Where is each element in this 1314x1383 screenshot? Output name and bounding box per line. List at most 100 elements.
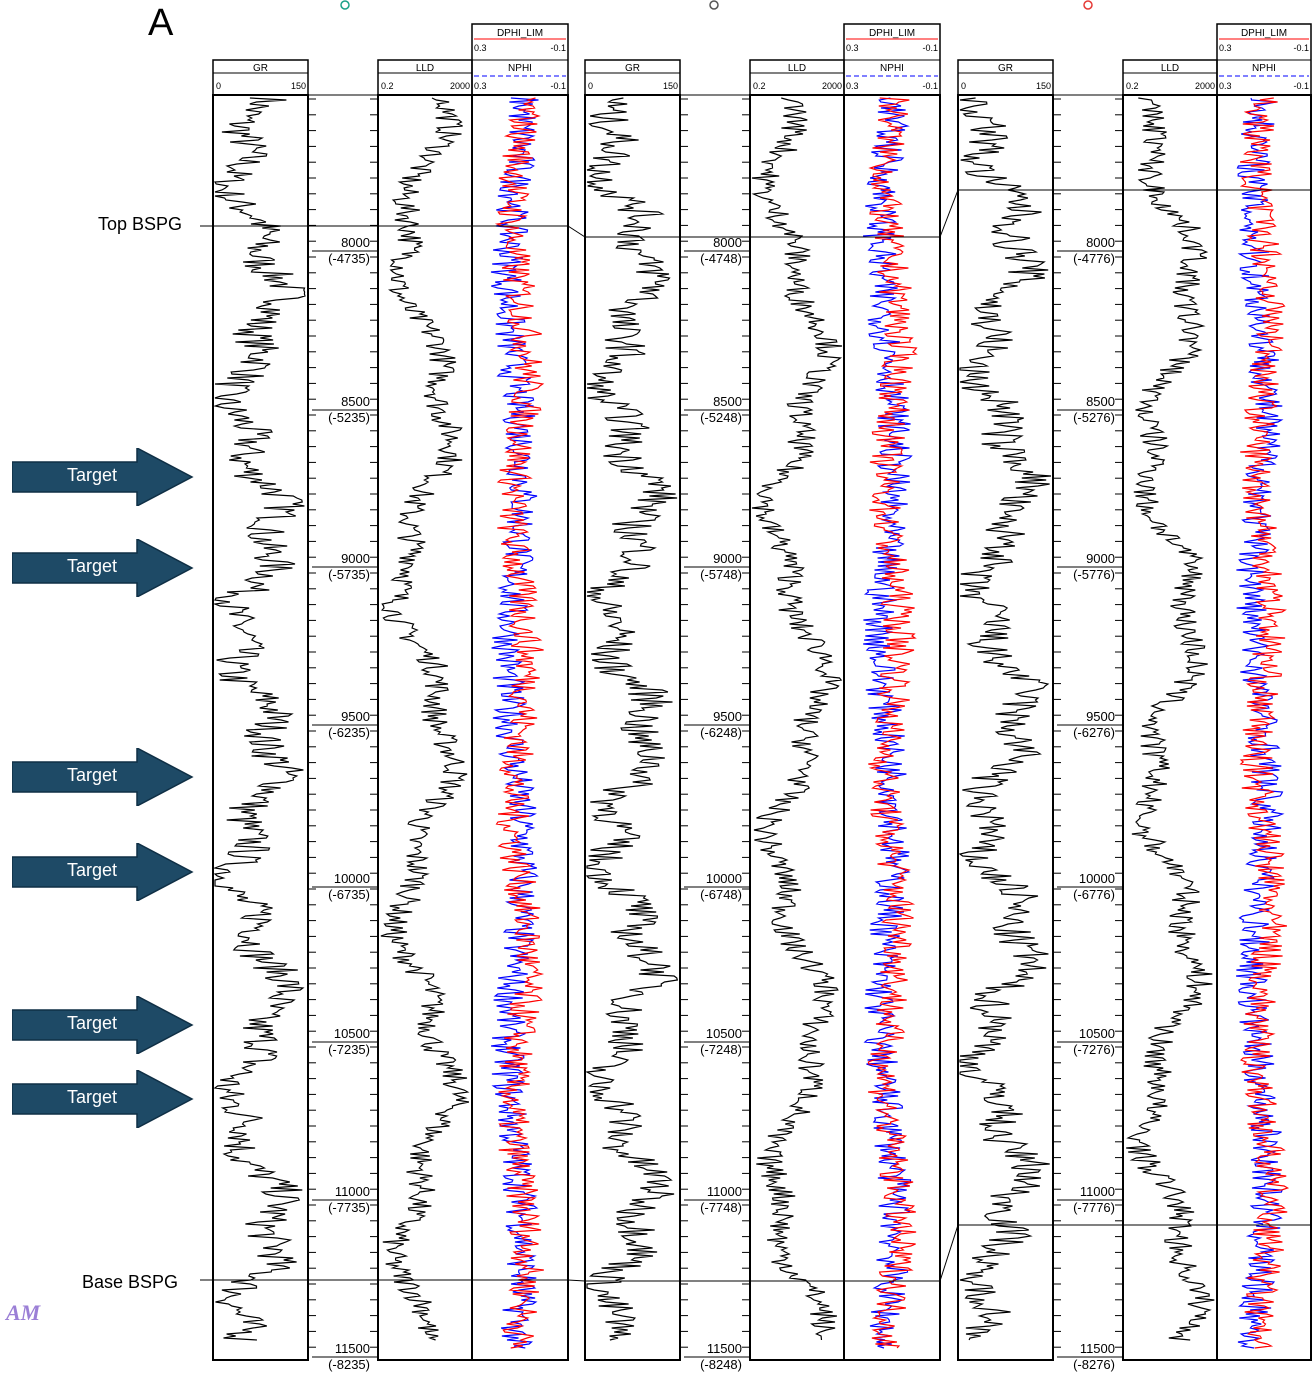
gr-scale-min: 0 bbox=[216, 81, 221, 91]
dphi-scale-max: -0.1 bbox=[922, 43, 938, 53]
nphi-scale-max: -0.1 bbox=[550, 81, 566, 91]
well-symbol-icon bbox=[1083, 0, 1093, 10]
md-depth-label: 8000 bbox=[1086, 235, 1115, 250]
tvdss-depth-label: (-6776) bbox=[1073, 887, 1115, 902]
tvdss-depth-label: (-5235) bbox=[328, 410, 370, 425]
lld-curve-name: LLD bbox=[788, 63, 806, 74]
target-arrow-label: Target bbox=[66, 556, 118, 576]
md-depth-label: 8500 bbox=[341, 394, 370, 409]
gr-track bbox=[212, 94, 309, 1361]
dphi-scale-min: 0.3 bbox=[474, 43, 487, 53]
gr-curve-name: GR bbox=[625, 63, 640, 74]
tvdss-depth-label: (-6235) bbox=[328, 725, 370, 740]
dphi-scale-max: -0.1 bbox=[1293, 43, 1309, 53]
lld-scale-max: 2000 bbox=[1195, 81, 1215, 91]
md-depth-label: 10500 bbox=[334, 1026, 370, 1041]
lld-scale-min: 0.2 bbox=[753, 81, 766, 91]
tvdss-depth-label: (-6748) bbox=[700, 887, 742, 902]
nphi-curve-name: NPHI bbox=[1252, 63, 1276, 74]
target-arrow-label: Target bbox=[66, 765, 118, 785]
well-symbol-icon bbox=[709, 0, 719, 10]
nphi-scale-min: 0.3 bbox=[474, 81, 487, 91]
tvdss-depth-label: (-5276) bbox=[1073, 410, 1115, 425]
tvdss-depth-label: (-6735) bbox=[328, 887, 370, 902]
lld-curve bbox=[1126, 97, 1215, 1341]
md-depth-label: 11500 bbox=[707, 1341, 742, 1356]
watermark-logo: AM bbox=[6, 1300, 41, 1325]
lld-curve bbox=[380, 97, 470, 1341]
dphi-scale-min: 0.3 bbox=[846, 43, 859, 53]
tvdss-depth-label: (-8276) bbox=[1073, 1357, 1115, 1372]
target-arrow: Target bbox=[12, 843, 194, 901]
tvdss-depth-label: (-5776) bbox=[1073, 567, 1115, 582]
md-depth-label: 9500 bbox=[341, 709, 370, 724]
nphi-scale-max: -0.1 bbox=[1293, 81, 1309, 91]
md-depth-label: 9000 bbox=[1086, 551, 1115, 566]
md-depth-label: 8500 bbox=[1086, 394, 1115, 409]
lld-scale-max: 2000 bbox=[822, 81, 842, 91]
md-depth-label: 9000 bbox=[713, 551, 742, 566]
tvdss-depth-label: (-4776) bbox=[1073, 251, 1115, 266]
nphi-scale-min: 0.3 bbox=[846, 81, 859, 91]
md-depth-label: 8500 bbox=[713, 394, 742, 409]
tvdss-depth-label: (-7735) bbox=[328, 1200, 370, 1215]
tvdss-depth-label: (-8235) bbox=[328, 1357, 370, 1372]
dphi-scale-min: 0.3 bbox=[1219, 43, 1232, 53]
tvdss-depth-label: (-5748) bbox=[700, 567, 742, 582]
dphi-curve bbox=[1239, 97, 1290, 1349]
nphi-scale-max: -0.1 bbox=[922, 81, 938, 91]
md-depth-label: 9500 bbox=[713, 709, 742, 724]
md-depth-label: 10500 bbox=[706, 1026, 742, 1041]
md-depth-label: 11500 bbox=[335, 1341, 370, 1356]
dphi-curve-name: DPHI_LIM bbox=[869, 28, 915, 39]
lld-curve-name: LLD bbox=[1161, 63, 1179, 74]
target-arrow-label: Target bbox=[66, 1013, 118, 1033]
nphi-curve bbox=[1236, 97, 1285, 1349]
gr-curve bbox=[212, 97, 306, 1341]
nphi-curve-name: NPHI bbox=[880, 63, 904, 74]
lld-curve bbox=[751, 97, 843, 1341]
nphi-curve-name: NPHI bbox=[508, 63, 532, 74]
top-bspg-correlation bbox=[939, 189, 959, 238]
md-depth-label: 10000 bbox=[334, 871, 370, 886]
tvdss-depth-label: (-6276) bbox=[1073, 725, 1115, 740]
dphi-scale-max: -0.1 bbox=[550, 43, 566, 53]
tvdss-depth-label: (-7248) bbox=[700, 1042, 742, 1057]
tvdss-depth-label: (-5248) bbox=[700, 410, 742, 425]
gr-scale-max: 150 bbox=[1036, 81, 1051, 91]
md-depth-label: 10000 bbox=[706, 871, 742, 886]
lld-curve-name: LLD bbox=[416, 63, 434, 74]
tvdss-depth-label: (-6248) bbox=[700, 725, 742, 740]
gr-scale-min: 0 bbox=[588, 81, 593, 91]
md-depth-label: 11500 bbox=[1080, 1341, 1115, 1356]
tvdss-depth-label: (-7776) bbox=[1073, 1200, 1115, 1215]
gr-track bbox=[584, 94, 681, 1361]
tvdss-depth-label: (-4748) bbox=[700, 251, 742, 266]
target-arrow-label: Target bbox=[66, 465, 118, 485]
gr-curve bbox=[958, 97, 1052, 1341]
tvdss-depth-label: (-7748) bbox=[700, 1200, 742, 1215]
dphi-curve-name: DPHI_LIM bbox=[497, 28, 543, 39]
tvdss-depth-label: (-7276) bbox=[1073, 1042, 1115, 1057]
tvdss-depth-label: (-5735) bbox=[328, 567, 370, 582]
target-arrow: Target bbox=[12, 996, 194, 1054]
base-bspg-correlation bbox=[939, 1224, 959, 1282]
md-depth-label: 8000 bbox=[713, 235, 742, 250]
lld-scale-min: 0.2 bbox=[1126, 81, 1139, 91]
target-arrow-label: Target bbox=[66, 860, 118, 880]
target-arrow-label: Target bbox=[66, 1087, 118, 1107]
well-symbol-icon bbox=[340, 0, 350, 10]
target-arrow: Target bbox=[12, 448, 194, 506]
tvdss-depth-label: (-7235) bbox=[328, 1042, 370, 1057]
target-arrow: Target bbox=[12, 539, 194, 597]
lld-scale-max: 2000 bbox=[450, 81, 470, 91]
gr-scale-max: 150 bbox=[291, 81, 306, 91]
gr-track bbox=[957, 94, 1054, 1361]
gr-curve-name: GR bbox=[253, 63, 268, 74]
top-bspg-correlation bbox=[567, 225, 586, 238]
md-depth-label: 11000 bbox=[707, 1184, 742, 1199]
panel-label: A bbox=[148, 2, 174, 44]
dphi-curve bbox=[867, 97, 918, 1349]
